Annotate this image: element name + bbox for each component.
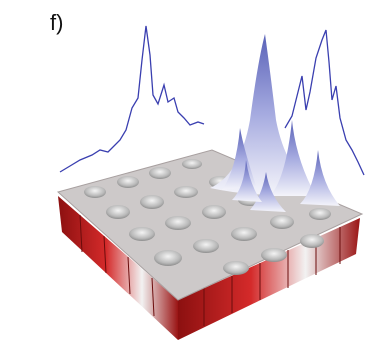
cans-right — [178, 218, 360, 340]
dimples — [84, 159, 331, 275]
cans-left — [58, 196, 178, 340]
peaks — [210, 34, 340, 212]
panel-label: f) — [50, 10, 63, 35]
left-profile — [59, 25, 205, 173]
right-profile — [284, 29, 365, 176]
